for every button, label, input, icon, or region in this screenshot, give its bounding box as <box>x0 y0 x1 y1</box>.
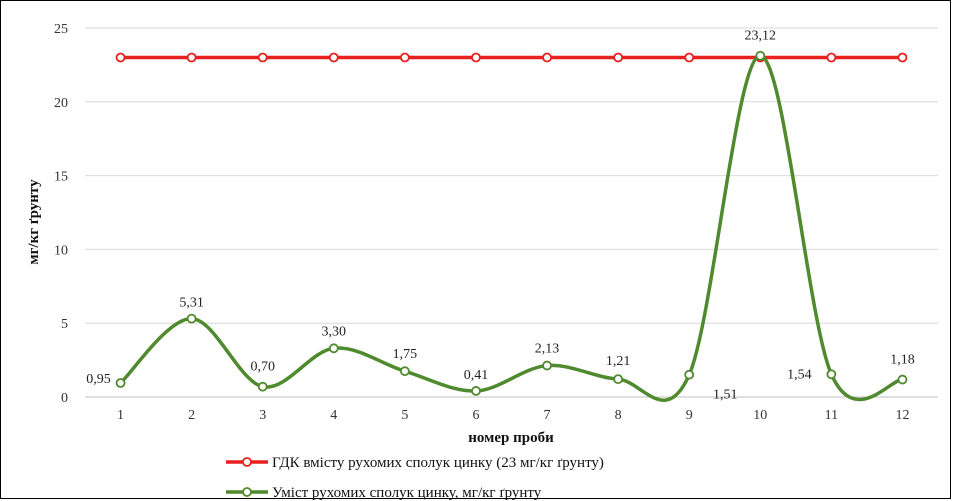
data-label: 0,95 <box>86 372 111 387</box>
data-point <box>684 369 695 380</box>
legend-marker <box>242 487 252 497</box>
legend-label: Уміст рухомих сполук цинку, мг/кг ґрунту <box>272 485 542 501</box>
y-tick-label: 5 <box>61 317 68 332</box>
data-point <box>826 52 837 63</box>
data-label: 1,54 <box>787 367 812 382</box>
data-point <box>613 374 624 385</box>
series-line-2 <box>119 53 903 402</box>
data-point <box>897 374 908 385</box>
y-tick-label: 15 <box>54 170 68 185</box>
x-tick-label: 6 <box>472 408 479 423</box>
data-point <box>115 378 126 388</box>
gridlines <box>85 27 938 324</box>
data-point <box>186 313 197 324</box>
data-label: 1,18 <box>890 353 915 368</box>
x-tick-label: 9 <box>686 408 693 423</box>
x-tick-label: 7 <box>544 408 551 423</box>
data-point <box>257 52 268 63</box>
data-point <box>399 52 410 63</box>
data-point <box>328 343 339 354</box>
x-tick-label: 2 <box>188 408 195 423</box>
y-tick-label: 25 <box>54 22 68 37</box>
y-axis-ticks: 0 5 10 15 20 25 <box>54 22 68 406</box>
legend: ГДК вмісту рухомих сполук цинку (23 мг/к… <box>226 455 604 501</box>
data-label: 0,41 <box>464 368 489 383</box>
x-tick-label: 5 <box>401 408 408 423</box>
legend-label: ГДК вмісту рухомих сполук цинку (23 мг/к… <box>272 455 604 471</box>
data-point <box>471 386 481 396</box>
y-tick-label: 10 <box>54 243 68 258</box>
data-point <box>542 360 552 371</box>
data-point <box>471 52 481 63</box>
data-point <box>115 52 126 63</box>
y-axis-title: мг/кг ґрунту <box>26 179 42 265</box>
data-point <box>257 381 268 392</box>
series-group <box>115 50 908 402</box>
data-label: 1,51 <box>713 388 738 403</box>
data-label: 1,21 <box>606 354 631 369</box>
x-tick-label: 10 <box>753 408 767 423</box>
y-tick-label: 20 <box>54 96 68 111</box>
x-axis-title: номер проби <box>468 430 554 446</box>
data-label: 3,30 <box>322 324 347 339</box>
data-label: 23,12 <box>745 29 777 44</box>
x-tick-label: 3 <box>259 408 266 423</box>
data-label: 0,70 <box>250 360 275 375</box>
x-tick-label: 4 <box>330 408 337 423</box>
data-point <box>897 52 908 63</box>
data-label: 5,31 <box>179 296 204 311</box>
x-axis-ticks: 1 2 3 4 5 6 7 8 9 10 11 12 <box>117 408 909 423</box>
data-point <box>613 52 624 63</box>
data-point <box>399 366 410 377</box>
data-label: 2,13 <box>535 342 560 357</box>
y-tick-label: 0 <box>61 391 68 406</box>
data-labels: 0,95 5,31 0,70 3,30 1,75 0,41 2,13 1,21 1,51 23,1… <box>86 29 914 403</box>
x-tick-label: 11 <box>825 408 838 423</box>
legend-marker <box>242 457 252 467</box>
data-point <box>826 369 837 380</box>
data-point <box>328 52 339 63</box>
data-point <box>542 52 552 63</box>
x-tick-label: 8 <box>615 408 622 423</box>
data-point <box>186 52 197 63</box>
data-point <box>684 52 695 63</box>
data-point <box>755 50 766 61</box>
data-label: 1,75 <box>393 347 418 362</box>
x-tick-label: 1 <box>117 408 124 423</box>
x-tick-label: 12 <box>895 408 909 423</box>
